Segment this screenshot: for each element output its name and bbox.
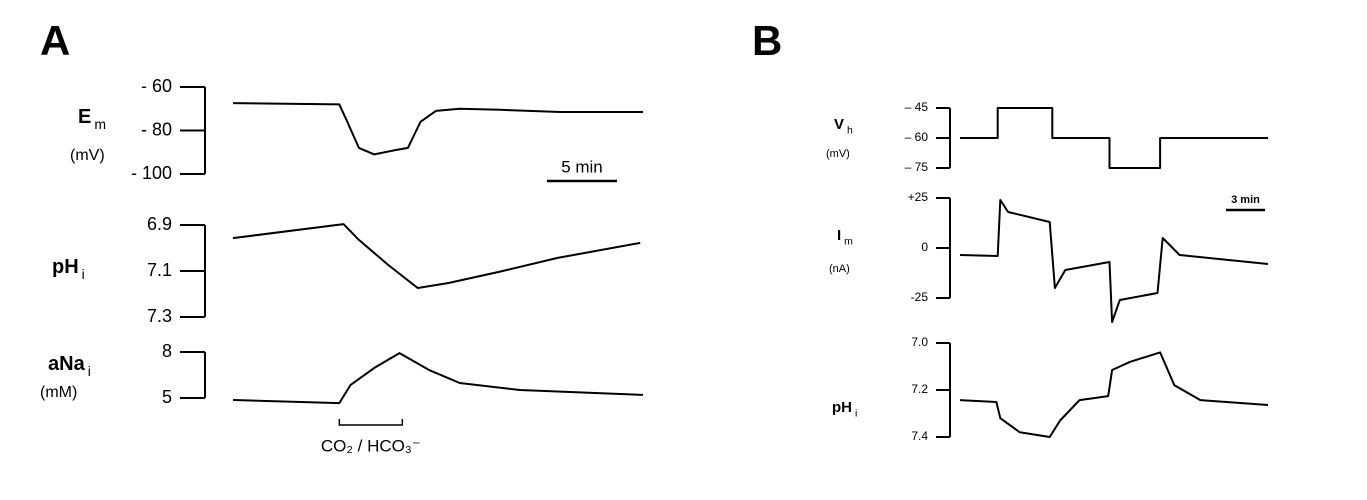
y-tick-label: 5 [162,387,172,407]
y-axis-label-sub: h [847,124,853,136]
trace [960,107,1268,169]
y-tick-label: – 60 [905,130,929,144]
y-axis-label: pH i [52,256,85,281]
trace [232,352,644,405]
trace-panel: - 60 - 80 - 100 E m (mV) 5 min [70,76,643,183]
trace-panel: 7.0 7.2 7.4 pH i [832,335,1269,443]
y-tick-label: -25 [911,290,929,304]
y-tick-label: 6.9 [147,214,172,234]
y-tick-label: 7.1 [147,260,172,280]
y-axis-unit: (nA) [829,263,850,275]
y-tick-label: – 45 [905,100,929,114]
y-tick-label: 7.0 [911,335,928,349]
y-tick-label: +25 [908,190,929,204]
y-tick-label: - 100 [131,163,172,183]
y-axis-label: pH i [832,399,857,419]
trace-panel: 8 5 aNa i (mM) CO₂ / HCO₃⁻ [40,341,644,455]
trace [959,199,1269,323]
y-axis-label-main: E [78,106,91,128]
y-tick-label: 8 [162,341,172,361]
y-tick-label: 7.3 [147,306,172,326]
y-axis-label-main: pH [832,399,852,416]
y-axis-label: aNa i [48,353,91,378]
y-tick-label: 7.2 [911,382,928,396]
trace-panel: 6.9 7.1 7.3 pH i [52,214,641,326]
trace-panel: – 45 – 60 – 75 V h (mV) [826,100,1268,174]
trace [232,102,643,156]
y-axis-label-sub: i [855,407,857,419]
y-axis-label-main: aNa [48,353,86,375]
y-tick-label: – 75 [905,160,929,174]
y-axis-label-main: pH [52,256,79,278]
y-axis-label-sub: i [88,363,91,379]
trace [232,223,641,289]
scale-bar-label: 3 min [1231,194,1260,206]
application-bracket [338,419,404,426]
y-axis-label-sub: m [94,116,106,132]
trace-panel: +25 0 -25 I m (nA) 3 min [829,190,1269,323]
panel-label: A [40,17,70,64]
y-tick-label: - 80 [141,119,172,139]
y-axis-label-main: V [834,116,844,133]
y-axis-label-sub: m [844,235,853,247]
trace [959,351,1269,438]
y-tick-label: - 60 [141,76,172,96]
y-axis-label-sub: i [82,266,85,282]
y-tick-label: 0 [921,240,928,254]
application-label: CO₂ / HCO₃⁻ [321,436,421,455]
panel-label: B [752,17,782,64]
y-axis-label-main: I [837,227,841,244]
y-axis-unit: (mV) [70,147,105,164]
scale-bar-label: 5 min [561,157,603,176]
y-axis-unit: (mM) [40,384,77,401]
y-axis-unit: (mV) [826,148,850,160]
y-tick-label: 7.4 [911,429,928,443]
